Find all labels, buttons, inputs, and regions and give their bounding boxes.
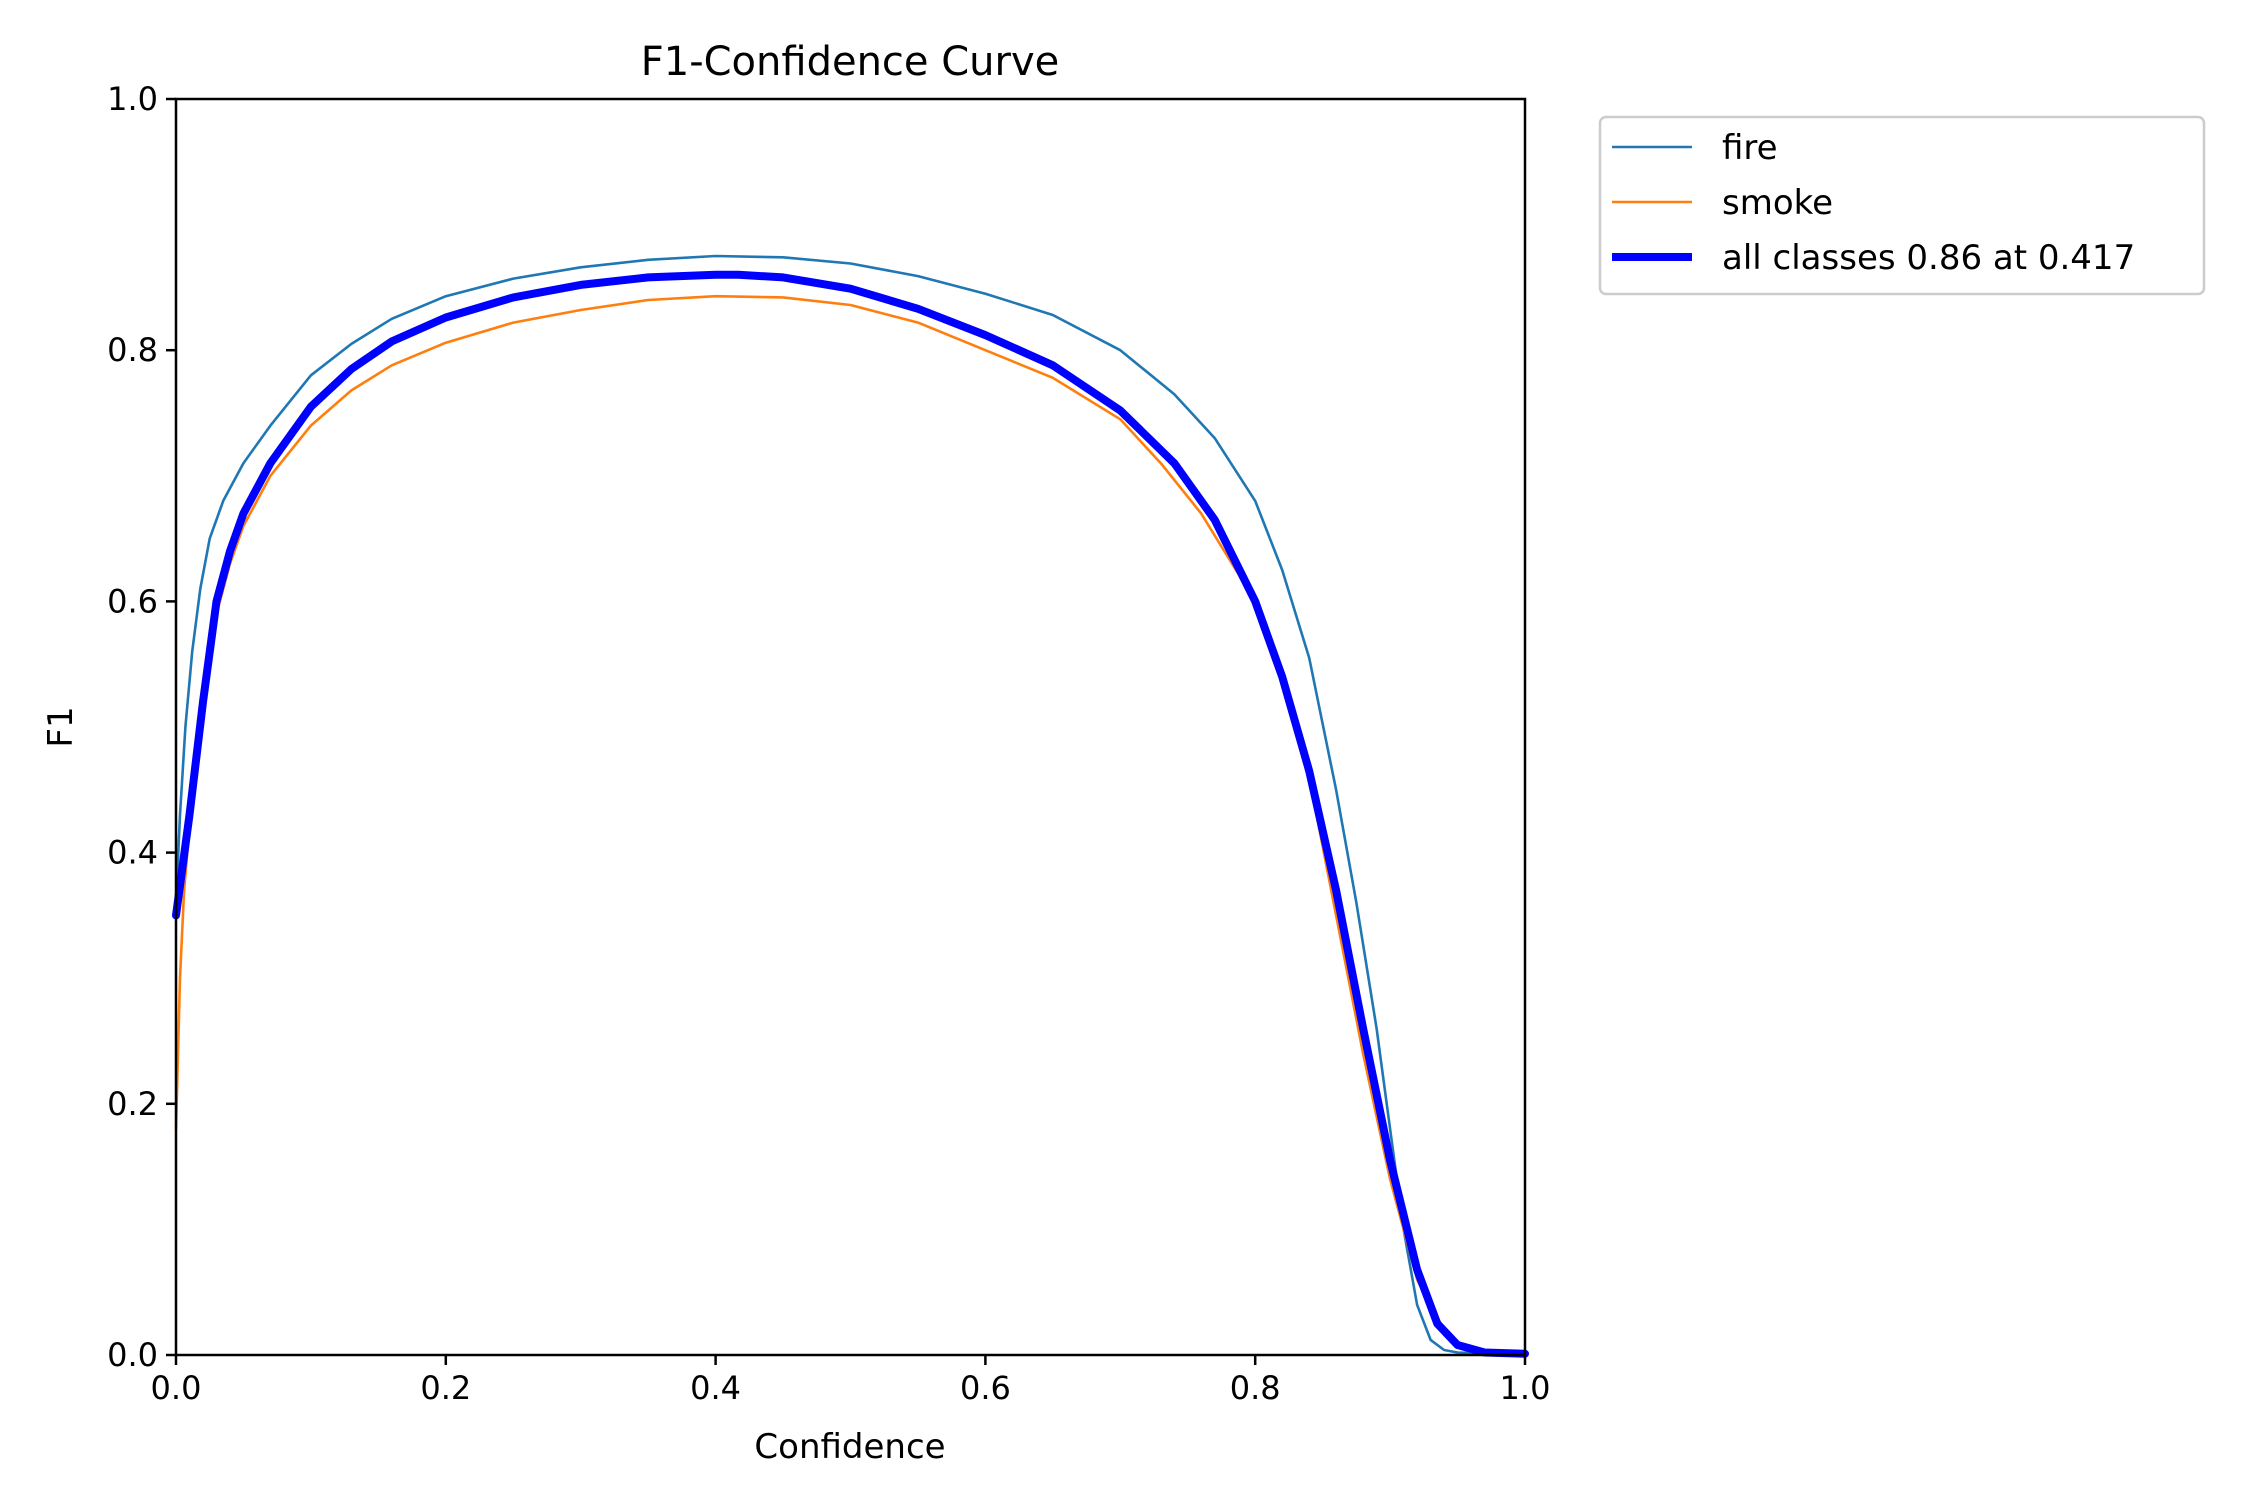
y-tick-label: 0.0 <box>107 1336 158 1374</box>
y-axis-ticks: 0.0 0.2 0.4 0.6 0.8 1.0 <box>107 80 176 1374</box>
x-axis-label: Confidence <box>754 1427 945 1467</box>
x-tick-label: 0.2 <box>420 1369 471 1407</box>
y-tick-label: 0.8 <box>107 331 158 369</box>
chart-title: F1-Confidence Curve <box>641 39 1060 85</box>
x-tick-label: 0.4 <box>690 1369 741 1407</box>
plot-area <box>172 254 1529 1358</box>
x-tick-label: 0.0 <box>151 1369 202 1407</box>
y-tick-label: 0.2 <box>107 1085 158 1123</box>
legend-label-0: fire <box>1722 128 1778 168</box>
x-axis-ticks: 0.0 0.2 0.4 0.6 0.8 1.0 <box>151 1355 1551 1407</box>
y-tick-label: 1.0 <box>107 80 158 118</box>
legend: fire smoke all classes 0.86 at 0.417 <box>1598 115 2206 296</box>
y-tick-label: 0.4 <box>107 834 158 872</box>
legend-box <box>1598 115 2206 296</box>
legend-label-1: smoke <box>1722 183 1833 223</box>
legend-items: fire smoke all classes 0.86 at 0.417 <box>1612 128 2135 278</box>
series-line-2 <box>172 270 1529 1358</box>
y-tick-label: 0.6 <box>107 582 158 620</box>
x-tick-label: 1.0 <box>1500 1369 1551 1407</box>
y-axis-label: F1 <box>41 706 81 747</box>
x-tick-label: 0.6 <box>960 1369 1011 1407</box>
legend-label-2: all classes 0.86 at 0.417 <box>1722 238 2135 278</box>
plot-frame <box>174 97 1527 1357</box>
x-tick-label: 0.8 <box>1230 1369 1281 1407</box>
